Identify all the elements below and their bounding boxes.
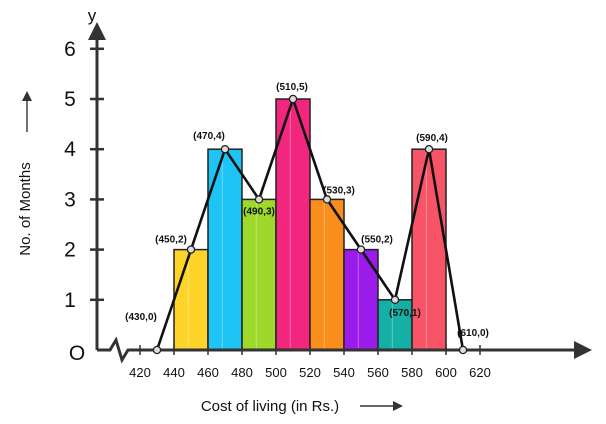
- polygon-point: [152, 345, 162, 355]
- polygon-point-label: (430,0): [125, 312, 157, 323]
- origin-label: O: [69, 342, 85, 365]
- x-tick-label: 480: [231, 365, 253, 380]
- histogram-bar: [377, 299, 413, 351]
- y-tick-label: 4: [64, 138, 76, 161]
- y-axis-name: y: [88, 6, 97, 25]
- frequency-polygon-line: [155, 97, 465, 351]
- x-tick-label: 600: [435, 365, 457, 380]
- y-tick-label: 6: [64, 38, 76, 61]
- y-tick-label: 5: [64, 88, 76, 111]
- polygon-point-label: (470,4): [193, 131, 225, 142]
- polygon-point: [356, 245, 366, 254]
- polygon-point-label: (550,2): [361, 235, 393, 246]
- polygon-point: [288, 94, 298, 104]
- point-labels: (430,0) (450,2) (470,4) (490,3) (510,5) (530,…: [125, 82, 489, 339]
- polygon-point-label: (510,5): [276, 82, 308, 93]
- polygon-point: [424, 144, 434, 154]
- x-axis-break: [97, 336, 140, 364]
- y-axis-arrow: [88, 22, 106, 40]
- y-axis-ticks: 1 2 3 4 5 6: [64, 38, 104, 312]
- x-tick-label: 500: [265, 365, 287, 380]
- y-tick-label: 1: [64, 289, 76, 312]
- polygon-point: [390, 295, 400, 305]
- y-tick-label: 2: [64, 239, 76, 262]
- frequency-polygon: [152, 94, 468, 355]
- polygon-point-label: (530,3): [323, 185, 355, 196]
- histogram-bar: [173, 248, 209, 351]
- polygon-point: [186, 245, 196, 254]
- polygon-point: [458, 345, 468, 355]
- polygon-point-label: (450,2): [155, 235, 187, 246]
- histogram-bar: [309, 198, 345, 351]
- x-tick-label: 540: [333, 365, 355, 380]
- polygon-point-label: (610,0): [457, 328, 489, 339]
- y-tick-label: 3: [64, 188, 76, 211]
- axes: y O: [69, 6, 592, 365]
- polygon-point: [220, 144, 230, 154]
- polygon-point: [322, 195, 332, 204]
- polygon-point-label: (590,4): [416, 133, 448, 144]
- x-axis-arrow: [574, 341, 592, 359]
- x-tick-label: 520: [299, 365, 321, 380]
- x-tick-label: 620: [469, 365, 491, 380]
- histogram-bars: [173, 98, 447, 351]
- histogram-bar: [241, 198, 277, 351]
- polygon-point-label: (490,3): [243, 206, 275, 217]
- x-axis-ticks: 420 440 460 480 500 520 540 560 580 600 620: [129, 345, 491, 380]
- histogram-bar: [343, 248, 379, 351]
- x-tick-label: 440: [163, 365, 185, 380]
- polygon-point: [254, 195, 264, 204]
- histogram-bar: [207, 148, 243, 351]
- y-axis-title: No. of Months: [17, 162, 34, 255]
- polygon-point-label: (570,1): [389, 308, 421, 319]
- x-tick-label: 420: [129, 365, 151, 380]
- histogram-bar: [411, 148, 447, 351]
- x-tick-label: 460: [197, 365, 219, 380]
- x-axis-title: Cost of living (in Rs.): [201, 398, 339, 415]
- x-tick-label: 580: [401, 365, 423, 380]
- x-tick-label: 560: [367, 365, 389, 380]
